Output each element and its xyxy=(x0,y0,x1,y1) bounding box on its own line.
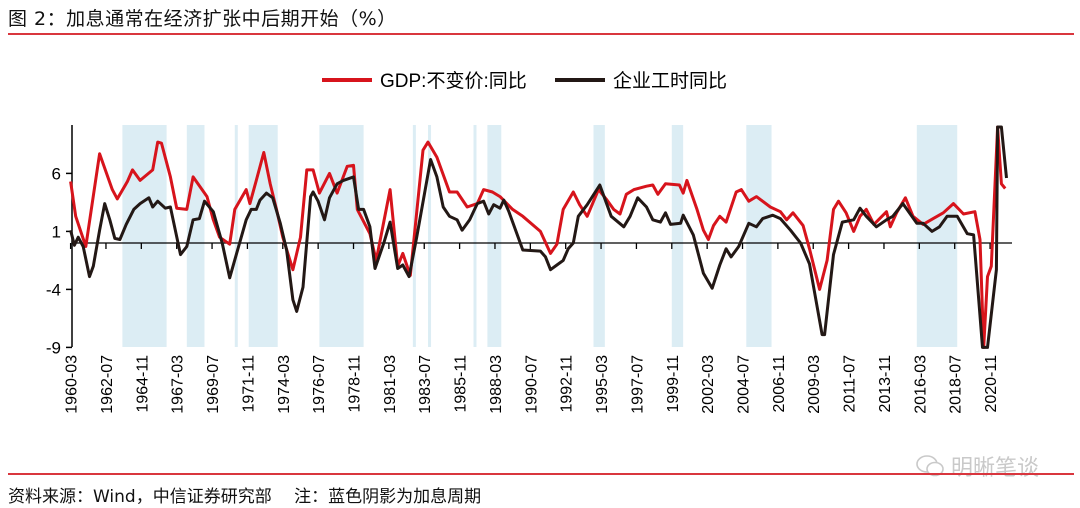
x-tick-label: 1985-11 xyxy=(453,355,470,413)
legend-label-gdp: GDP:不变价:同比 xyxy=(380,70,527,92)
x-tick-label: 1967-03 xyxy=(170,355,187,414)
x-tick-label: 1981-03 xyxy=(382,355,399,414)
rate-hike-shade xyxy=(593,125,605,347)
rate-hike-shade xyxy=(428,125,432,347)
rate-hike-shade xyxy=(671,125,684,347)
footer-divider xyxy=(8,473,1074,475)
x-tick-label: 1999-11 xyxy=(665,355,682,413)
x-tick-label: 1971-11 xyxy=(240,355,257,413)
wechat-icon xyxy=(916,455,944,477)
source-note: 资料来源：Wind，中信证券研究部 注：蓝色阴影为加息周期 xyxy=(8,487,482,507)
y-tick-label: -9 xyxy=(46,338,61,357)
rate-hike-shade xyxy=(122,125,167,347)
rate-hike-shade xyxy=(746,125,772,347)
y-tick-label: 6 xyxy=(52,164,61,183)
x-tick-label: 1960-03 xyxy=(64,355,81,414)
rate-hike-shade xyxy=(248,125,278,347)
x-tick-label: 1997-07 xyxy=(629,355,646,414)
x-tick-label: 1992-11 xyxy=(559,355,576,413)
x-tick-label: 1988-03 xyxy=(488,355,505,414)
y-tick-label: -4 xyxy=(46,280,61,299)
legend-label-hours: 企业工时同比 xyxy=(613,70,727,92)
x-tick-label: 1962-07 xyxy=(99,355,116,414)
x-tick-label: 2004-07 xyxy=(736,355,753,414)
x-tick-label: 2016-03 xyxy=(912,355,929,414)
watermark-text: 明晰笔谈 xyxy=(951,456,1040,481)
x-tick-label: 2011-07 xyxy=(842,355,859,413)
rate-hike-shade xyxy=(319,125,364,347)
rate-hike-shade xyxy=(916,125,958,347)
x-tick-label: 2002-03 xyxy=(700,355,717,414)
x-tick-label: 2009-03 xyxy=(806,355,823,414)
shaded-periods xyxy=(122,125,958,347)
x-tick-label: 1969-07 xyxy=(205,355,222,414)
x-tick-label: 2013-11 xyxy=(877,355,894,413)
watermark: 明晰笔谈 xyxy=(915,450,1039,482)
rate-hike-shade xyxy=(473,125,477,347)
series-line-hours xyxy=(69,125,1008,349)
title-divider xyxy=(8,33,1074,35)
rate-hike-shade xyxy=(487,125,502,347)
x-tick-label: 1978-11 xyxy=(347,355,364,413)
axes: -9 -4 1 6 1960-03 1962-07 1964-11 1967-03 1969-0… xyxy=(46,125,1012,414)
chart-title: 图 2：加息通常在经济扩张中后期开始（%） xyxy=(8,8,397,30)
x-tick-label: 1990-07 xyxy=(523,355,540,414)
x-tick-label: 1983-07 xyxy=(417,355,434,414)
x-tick-label: 2006-11 xyxy=(771,355,788,413)
x-tick-label: 1976-07 xyxy=(311,355,328,414)
x-tick-label: 2020-11 xyxy=(983,355,1000,413)
legend: GDP:不变价:同比 企业工时同比 xyxy=(322,70,727,92)
rate-hike-shade xyxy=(234,125,238,347)
y-tick-label: 1 xyxy=(52,222,61,241)
x-tick-label: 1964-11 xyxy=(134,355,151,413)
x-tick-label: 1974-03 xyxy=(276,355,293,414)
series-line-gdp xyxy=(69,125,1007,349)
x-tick-label: 1995-03 xyxy=(594,355,611,414)
series-lines xyxy=(69,125,1008,349)
x-tick-label: 2018-07 xyxy=(948,355,965,414)
